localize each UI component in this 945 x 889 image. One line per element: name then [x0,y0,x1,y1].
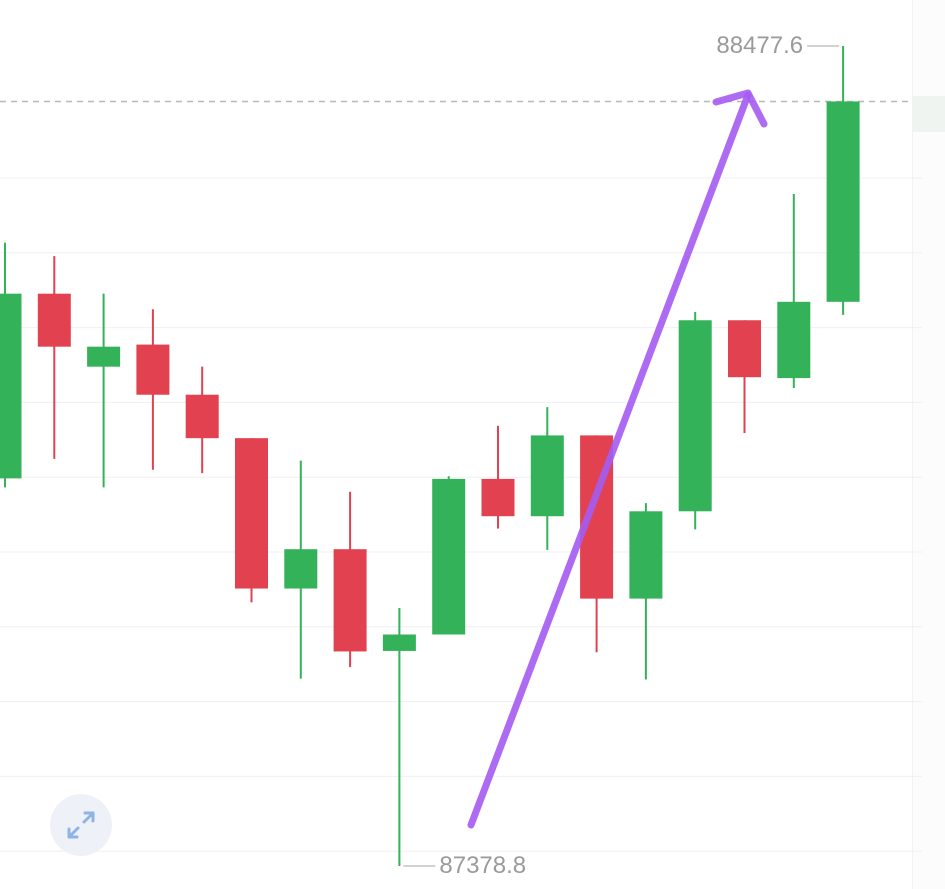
candle-body [284,549,318,589]
candle-up [284,460,318,679]
candle-body [728,320,761,378]
trend-arrow [467,89,768,829]
extreme-label-lines [403,45,840,867]
arrow-head [712,89,768,128]
candle-down [728,320,761,434]
candle-up [530,407,564,550]
candle-body [530,435,564,517]
candle-down [481,425,515,529]
candle-up [826,46,860,315]
candle-up [777,194,811,388]
candle-down [37,256,71,459]
candle-up [432,476,466,635]
candle-down [185,366,219,474]
candle-down [333,491,367,668]
candle-body [678,320,712,512]
candles [0,46,860,866]
candle-up [382,607,416,866]
candle-body [0,293,22,479]
high-price-label: 88477.6 [716,32,804,59]
candle-up [87,293,121,488]
candle-body [136,344,170,395]
candle-up [0,242,22,488]
candle-body [629,511,663,599]
candle-up [629,503,663,680]
candle-up [678,312,712,530]
candle-down [136,309,170,470]
candle-body [432,478,466,635]
price-axis-strip [912,0,945,889]
candle-body [235,438,268,589]
candle-body [87,346,121,367]
expand-icon [67,811,95,839]
candle-body [333,549,367,652]
candle-body [481,478,515,517]
current-price-tag [912,96,945,132]
expand-button[interactable] [50,794,112,856]
candle-body [382,634,416,651]
candle-down [235,438,268,603]
candle-body [185,394,219,439]
candle-body [777,301,811,379]
candle-body [826,101,860,302]
arrow-shaft [467,91,752,829]
low-price-label: 87378.8 [439,852,527,879]
candle-body [37,293,71,347]
